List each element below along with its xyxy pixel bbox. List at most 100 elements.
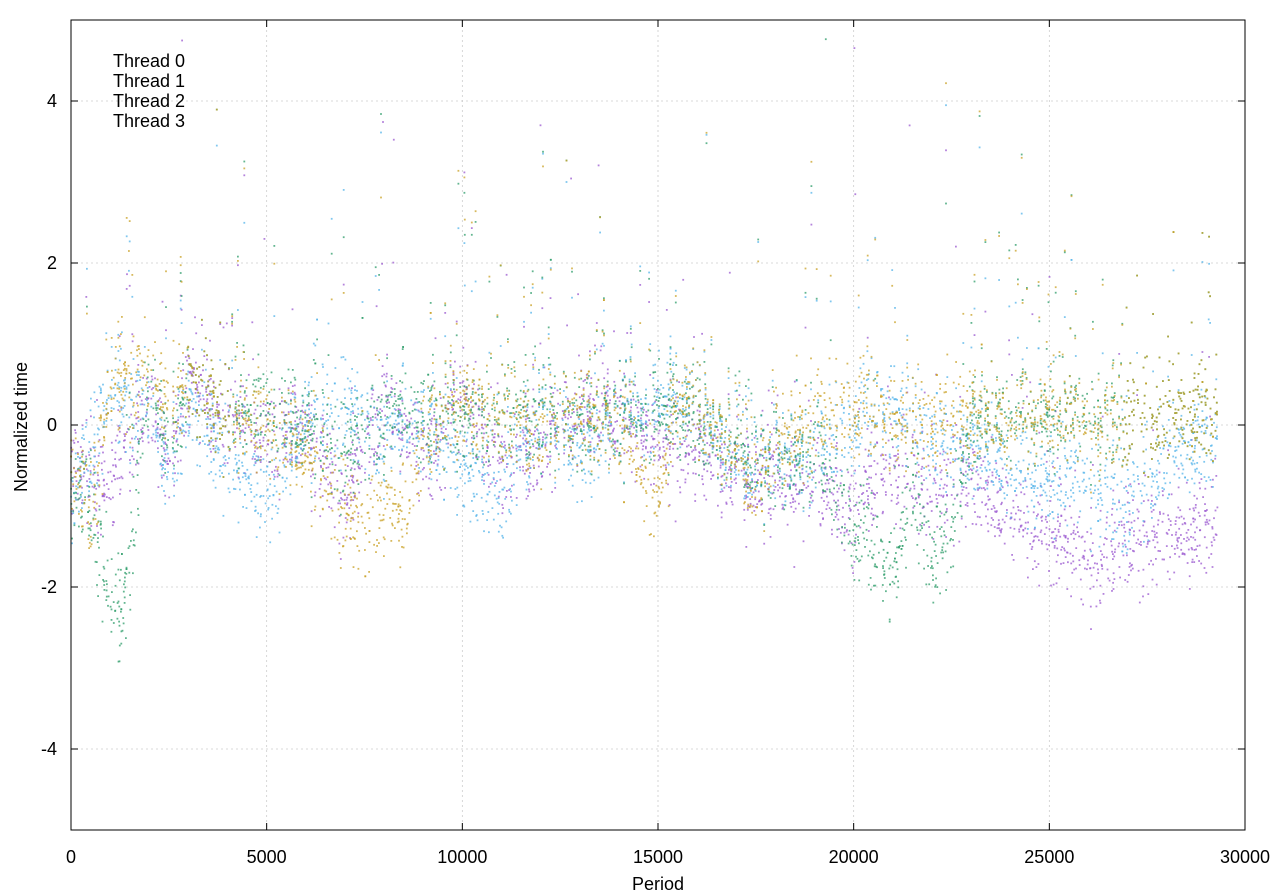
data-point <box>196 386 199 388</box>
data-point <box>308 453 311 456</box>
data-point <box>983 487 985 489</box>
data-point <box>799 431 801 434</box>
data-point <box>1070 516 1073 519</box>
data-point <box>544 445 547 447</box>
data-point <box>891 269 894 271</box>
data-point <box>583 406 586 409</box>
data-point <box>138 390 140 393</box>
data-point <box>411 422 414 425</box>
data-point <box>754 506 757 508</box>
data-point <box>483 530 485 533</box>
data-point <box>880 389 882 392</box>
data-point <box>549 267 552 270</box>
data-point <box>794 507 797 510</box>
data-point <box>1209 434 1212 437</box>
data-point <box>198 404 200 406</box>
data-point <box>545 441 548 444</box>
data-point <box>376 399 379 401</box>
data-point <box>721 443 723 446</box>
data-point <box>1026 557 1029 559</box>
data-point <box>847 471 850 474</box>
data-point <box>80 478 83 481</box>
data-point <box>824 482 827 485</box>
data-point <box>522 442 525 445</box>
data-point <box>155 431 157 434</box>
data-point <box>987 446 989 449</box>
data-point <box>827 479 829 482</box>
data-point <box>935 440 937 443</box>
data-point <box>1214 454 1217 457</box>
data-point <box>1180 414 1183 417</box>
data-point <box>244 473 247 475</box>
data-point <box>77 456 79 458</box>
data-point <box>943 521 946 524</box>
data-point <box>810 420 812 422</box>
data-point <box>418 499 420 502</box>
data-point <box>253 444 256 446</box>
data-point <box>546 413 549 416</box>
data-point <box>515 497 518 499</box>
data-point <box>826 504 829 507</box>
data-point <box>109 498 112 501</box>
data-point <box>75 480 78 482</box>
data-point <box>217 417 220 419</box>
data-point <box>1128 533 1131 536</box>
data-point <box>809 472 811 475</box>
data-point <box>822 491 824 494</box>
data-point <box>1013 518 1016 521</box>
data-point <box>1103 543 1105 546</box>
data-point <box>923 523 925 526</box>
data-point <box>351 479 353 481</box>
data-point <box>256 447 259 450</box>
data-point <box>778 473 780 475</box>
data-point <box>660 384 662 386</box>
data-point <box>1020 491 1023 494</box>
data-point <box>823 427 826 430</box>
data-point <box>956 437 958 439</box>
data-point <box>1124 511 1127 513</box>
data-point <box>743 519 746 521</box>
data-point <box>854 469 856 472</box>
data-point <box>642 429 645 432</box>
data-point <box>1132 461 1134 463</box>
data-point <box>965 458 968 461</box>
data-point <box>464 393 467 395</box>
data-point <box>1097 470 1099 473</box>
data-point <box>195 409 197 412</box>
data-point <box>997 519 1000 522</box>
data-point <box>524 392 527 395</box>
data-point <box>830 434 833 437</box>
data-point <box>267 507 270 509</box>
data-point <box>964 504 967 506</box>
data-point <box>364 471 366 474</box>
data-point <box>1018 469 1021 472</box>
data-point <box>971 444 973 447</box>
data-point <box>801 472 804 474</box>
data-point <box>1111 538 1113 540</box>
data-point <box>405 415 407 417</box>
data-point <box>298 461 301 464</box>
data-point <box>1072 532 1075 534</box>
data-point <box>254 462 257 464</box>
data-point <box>1200 478 1203 480</box>
data-point <box>1178 432 1181 434</box>
data-point <box>536 479 538 482</box>
data-point <box>1075 449 1077 452</box>
data-point <box>987 475 990 478</box>
data-point <box>1059 465 1061 468</box>
data-point <box>754 490 757 492</box>
data-point <box>1204 396 1207 399</box>
data-point <box>991 474 994 477</box>
data-point <box>224 459 227 461</box>
data-point <box>868 476 870 479</box>
data-point <box>210 461 213 463</box>
data-point <box>236 427 238 430</box>
data-point <box>570 177 572 180</box>
data-point <box>271 471 273 473</box>
data-point <box>745 483 748 486</box>
data-point <box>459 365 462 368</box>
data-point <box>863 385 865 388</box>
data-point <box>1057 498 1059 501</box>
data-point <box>1136 394 1138 396</box>
data-point <box>307 435 309 438</box>
